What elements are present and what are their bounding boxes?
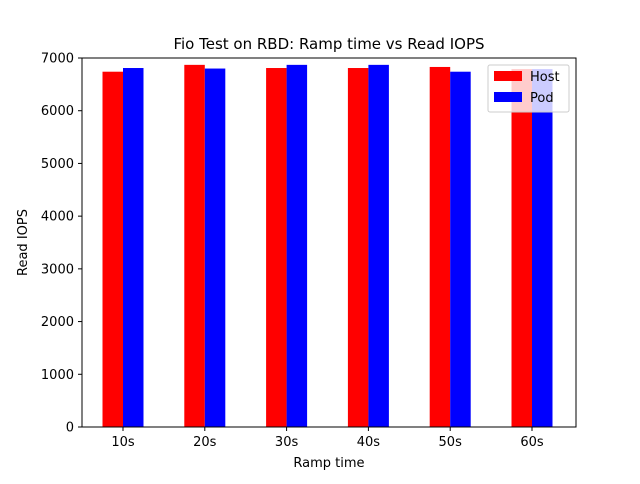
y-tick-label: 2000 — [41, 315, 74, 330]
x-tick-label: 40s — [357, 435, 381, 450]
x-tick-label: 20s — [193, 435, 217, 450]
x-tick-label: 50s — [439, 435, 463, 450]
x-ticks: 10s 20s 30s 40s 50s 60s — [111, 427, 544, 450]
bar-pod-60s — [532, 69, 553, 427]
x-tick-label: 60s — [520, 435, 544, 450]
bar-host-10s — [102, 71, 123, 427]
legend-swatch-host — [494, 71, 522, 81]
legend-label-pod: Pod — [530, 91, 554, 106]
legend-label-host: Host — [530, 70, 560, 85]
bars-layer — [102, 64, 553, 428]
bar-host-50s — [429, 66, 451, 427]
legend: Host Pod — [487, 64, 570, 113]
y-tick-label: 6000 — [41, 104, 74, 119]
y-tick-label: 1000 — [41, 368, 74, 383]
x-axis-label: Ramp time — [293, 456, 364, 471]
bar-pod-20s — [204, 68, 226, 428]
x-tick-label: 10s — [111, 435, 135, 450]
chart-title: Fio Test on RBD: Ramp time vs Read IOPS — [173, 35, 484, 53]
y-tick-label: 4000 — [41, 210, 74, 225]
bar-pod-10s — [123, 68, 144, 427]
bar-pod-30s — [286, 64, 308, 428]
plot-frame — [81, 57, 577, 428]
bar-pod-50s — [450, 71, 471, 427]
bar-host-60s — [511, 69, 532, 427]
x-tick-label: 30s — [275, 435, 299, 450]
legend-swatch-pod — [494, 92, 522, 102]
y-tick-label: 5000 — [41, 157, 74, 172]
y-axis-label: Read IOPS — [16, 209, 31, 276]
y-ticks: 0 1000 2000 3000 4000 5000 6000 7000 — [41, 52, 82, 436]
bar-host-20s — [184, 64, 205, 428]
bar-host-40s — [347, 68, 369, 427]
bar-pod-40s — [368, 64, 389, 428]
y-tick-label: 0 — [66, 421, 74, 436]
y-tick-label: 3000 — [41, 262, 74, 277]
y-tick-label: 7000 — [41, 52, 74, 67]
bar-host-30s — [266, 68, 287, 427]
